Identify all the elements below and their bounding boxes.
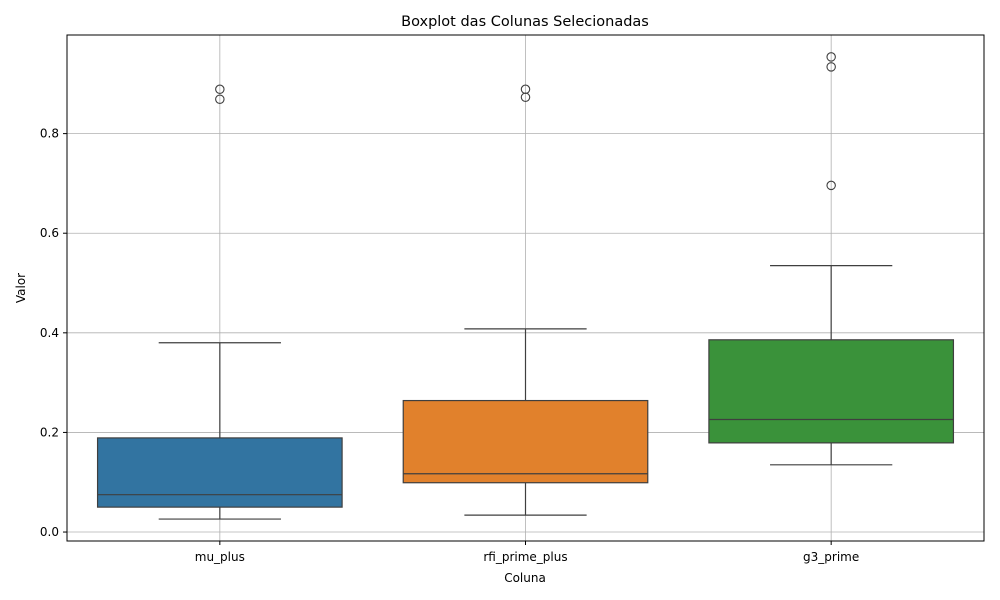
y-tick-label: 0.8	[40, 127, 59, 141]
outlier-point	[215, 84, 225, 95]
y-tick-label: 0.4	[40, 326, 59, 340]
box-group-rfi_prime_plus	[402, 84, 649, 516]
boxes-layer	[96, 52, 955, 520]
chart-title: Boxplot das Colunas Selecionadas	[401, 14, 649, 30]
box-g3_prime	[708, 339, 955, 444]
x-tick-label: g3_prime	[803, 550, 859, 564]
box-group-mu_plus	[96, 84, 343, 520]
outlier-point	[826, 62, 836, 72]
x-axis-label: Coluna	[504, 571, 546, 585]
y-tick-label: 0.6	[40, 226, 59, 240]
outlier-point	[215, 94, 225, 104]
outlier-point	[520, 84, 531, 95]
box-mu_plus	[96, 437, 343, 508]
y-tick-label: 0.0	[40, 525, 59, 539]
y-tick-label: 0.2	[40, 425, 59, 439]
box-group-g3_prime	[708, 52, 955, 466]
x-tick-label: rfi_prime_plus	[483, 550, 567, 564]
x-tick-label: mu_plus	[195, 550, 245, 564]
ticks-layer: 0.0 0.2 0.4 0.6 0.8 mu_plus rfi_prime_plus g3_p…	[40, 127, 859, 564]
outlier-point	[826, 52, 836, 62]
outlier-point	[826, 180, 836, 191]
y-axis-label: Valor	[14, 273, 28, 303]
box-rfi_prime_plus	[402, 399, 649, 484]
